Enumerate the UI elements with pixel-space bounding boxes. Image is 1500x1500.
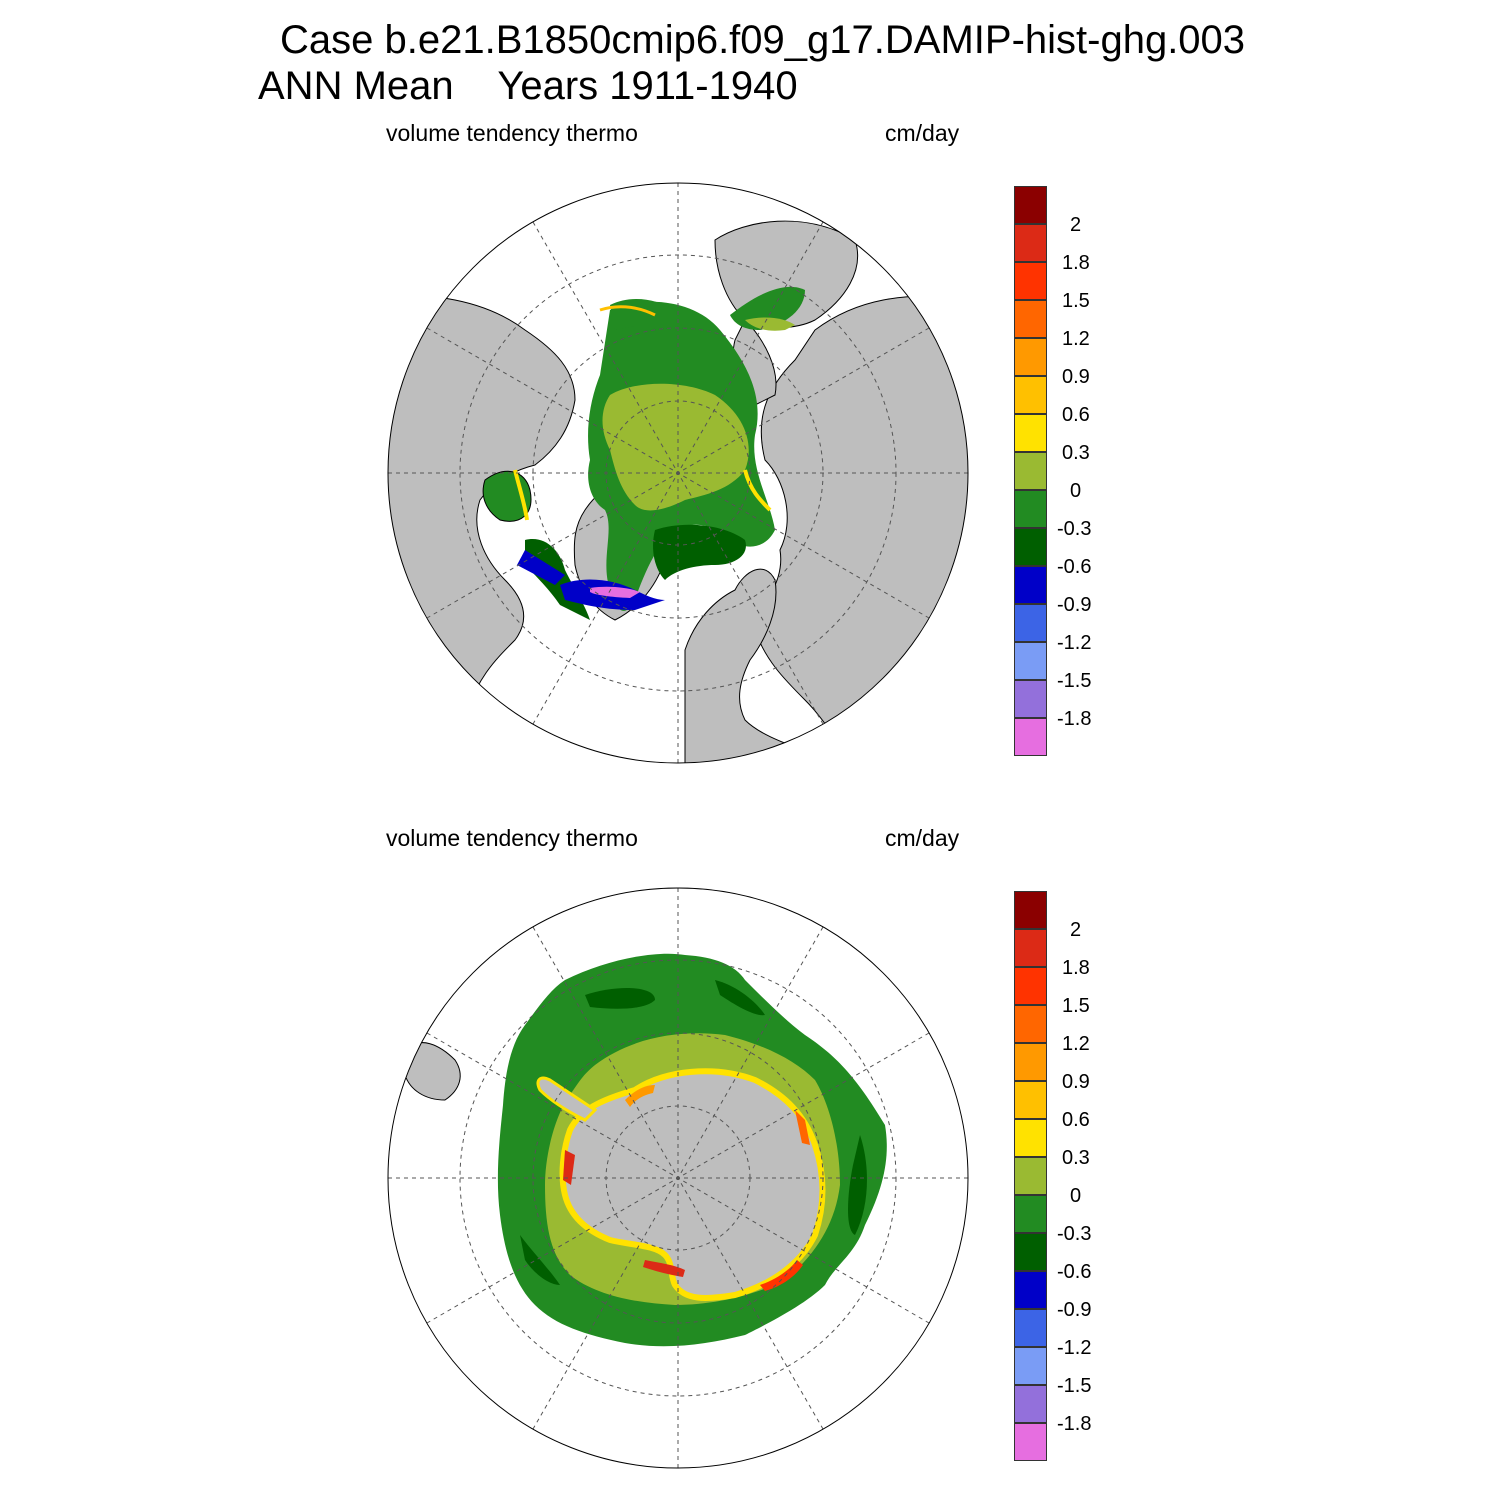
- south-darkgreen-west: [520, 1235, 560, 1285]
- south-colorbar-label: -1.2: [1057, 1337, 1092, 1359]
- south-colorbar-swatch: [1014, 1119, 1047, 1157]
- north-colorbar-swatch: [1014, 566, 1047, 604]
- south-colorbar-swatch: [1014, 1157, 1047, 1195]
- south-coast-warm-1: [625, 1085, 655, 1107]
- south-darkgreen-pacific: [585, 988, 655, 1009]
- north-okhotsk-light: [745, 317, 795, 331]
- north-colorbar-label: -1.2: [1057, 632, 1092, 654]
- north-colorbar-swatch: [1014, 718, 1047, 756]
- south-colorbar-swatch: [1014, 1043, 1047, 1081]
- north-colorbar-label: -1.5: [1057, 670, 1092, 692]
- north-colorbar-swatch: [1014, 414, 1047, 452]
- north-colorbar-swatch: [1014, 186, 1047, 224]
- south-colorbar-label: 0.3: [1062, 1147, 1090, 1169]
- south-colorbar-swatch: [1014, 1005, 1047, 1043]
- south-colorbar-swatch: [1014, 1195, 1047, 1233]
- north-colorbar-label: 0.3: [1062, 442, 1090, 464]
- south-colorbar-swatch: [1014, 1423, 1047, 1461]
- north-panel-left-label: volume tendency thermo: [386, 120, 638, 146]
- north-colorbar-label: -0.9: [1057, 594, 1092, 616]
- south-colorbar-label: 1.5: [1062, 995, 1090, 1017]
- south-colorbar-label: -0.6: [1057, 1261, 1092, 1283]
- south-colorbar-swatch: [1014, 1233, 1047, 1271]
- north-colorbar-label: 0.9: [1062, 366, 1090, 388]
- north-colorbar-label: -0.6: [1057, 556, 1092, 578]
- north-map-border: [387, 182, 969, 764]
- north-atlantic-pink: [590, 586, 640, 598]
- south-coast-hot-1: [563, 1150, 575, 1185]
- south-coast-hot-4: [795, 1110, 810, 1145]
- south-colorbar-swatch: [1014, 1271, 1047, 1309]
- south-colorbar-label: 1.8: [1062, 957, 1090, 979]
- north-arctic-fill-light: [602, 383, 749, 511]
- north-land-europe: [684, 568, 856, 763]
- north-colorbar-label: -1.8: [1057, 708, 1092, 730]
- north-colorbar-swatch: [1014, 262, 1047, 300]
- north-barents-fill: [653, 524, 746, 580]
- north-colorbar-label: 0: [1070, 480, 1082, 502]
- north-colorbar-swatch: [1014, 680, 1047, 718]
- north-colorbar-label: 1.2: [1062, 328, 1090, 350]
- south-colorbar-swatch: [1014, 967, 1047, 1005]
- figure-title-line2: ANN Mean Years 1911-1940: [258, 64, 798, 108]
- south-panel-left-label: volume tendency thermo: [386, 825, 638, 851]
- north-ice-edge-3: [599, 305, 656, 317]
- south-colorbar-label: 2: [1070, 919, 1082, 941]
- south-panel-units-label: cm/day: [885, 825, 960, 851]
- south-colorbar-swatch: [1014, 1347, 1047, 1385]
- south-land-peninsula: [536, 1076, 598, 1122]
- south-colorbar-label: 1.2: [1062, 1033, 1090, 1055]
- north-colorbar-swatch: [1014, 224, 1047, 262]
- north-colorbar-swatch: [1014, 376, 1047, 414]
- north-colorbar-label: -0.3: [1057, 518, 1092, 540]
- south-colorbar-label: -0.9: [1057, 1299, 1092, 1321]
- south-grid: [388, 888, 968, 1468]
- north-polar-map: [387, 182, 969, 764]
- north-colorbar-swatch: [1014, 300, 1047, 338]
- south-colorbar-label: -0.3: [1057, 1223, 1092, 1245]
- north-colorbar-swatch: [1014, 452, 1047, 490]
- north-colorbar-swatch: [1014, 528, 1047, 566]
- north-colorbar-swatch: [1014, 604, 1047, 642]
- south-darkgreen-indian: [715, 980, 765, 1016]
- north-colorbar-label: 2: [1070, 214, 1082, 236]
- south-colorbar-swatch: [1014, 929, 1047, 967]
- south-map-border: [387, 887, 969, 1469]
- south-polar-map: [387, 887, 969, 1469]
- south-colorbar-swatch: [1014, 1385, 1047, 1423]
- south-colorbar-swatch: [1014, 1309, 1047, 1347]
- south-darkgreen-east: [848, 1135, 867, 1235]
- south-colorbar-label: 0.6: [1062, 1109, 1090, 1131]
- south-land-south-america: [404, 1042, 461, 1101]
- north-colorbar-label: 0.6: [1062, 404, 1090, 426]
- north-colorbar-label: 1.5: [1062, 290, 1090, 312]
- south-colorbar-label: -1.5: [1057, 1375, 1092, 1397]
- south-colorbar-label: -1.8: [1057, 1413, 1092, 1435]
- north-grid: [388, 183, 968, 763]
- north-labrador-blue: [517, 550, 565, 585]
- south-colorbar-label: 0: [1070, 1185, 1082, 1207]
- north-panel-units-label: cm/day: [885, 120, 960, 146]
- south-colorbar-label: 0.9: [1062, 1071, 1090, 1093]
- figure-title-line1: Case b.e21.B1850cmip6.f09_g17.DAMIP-hist…: [280, 18, 1246, 62]
- south-colorbar-swatch: [1014, 1081, 1047, 1119]
- south-colorbar-swatch: [1014, 891, 1047, 929]
- north-colorbar-swatch: [1014, 338, 1047, 376]
- north-ice-edge-1: [743, 469, 772, 512]
- north-colorbar-label: 1.8: [1062, 252, 1090, 274]
- south-land-antarctica: [559, 1068, 826, 1301]
- south-coast-hot-2: [643, 1260, 685, 1277]
- north-colorbar-swatch: [1014, 642, 1047, 680]
- north-ice-edge-2: [513, 469, 529, 521]
- north-colorbar-swatch: [1014, 490, 1047, 528]
